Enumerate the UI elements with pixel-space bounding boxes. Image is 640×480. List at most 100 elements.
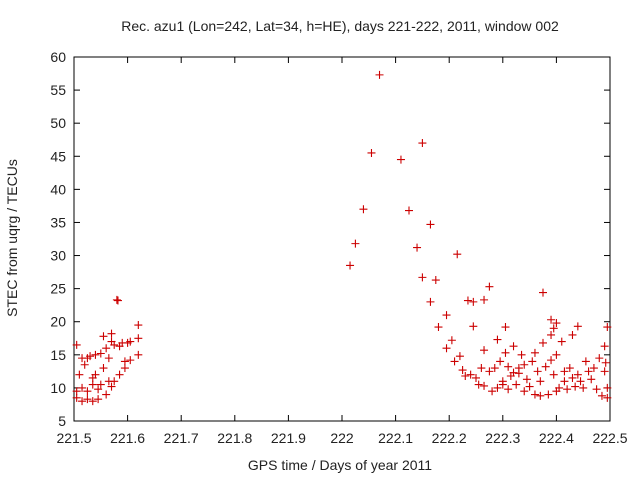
data-point: [539, 288, 547, 297]
x-tick-label: 221.6: [110, 430, 145, 446]
data-point: [555, 383, 564, 392]
data-point: [498, 377, 507, 386]
data-point: [485, 282, 494, 291]
data-point: [579, 383, 588, 392]
y-tick-label: 40: [50, 181, 66, 197]
x-tick-label: 222.1: [378, 430, 413, 446]
data-point: [418, 273, 427, 282]
data-point: [541, 362, 550, 371]
data-point: [134, 321, 143, 330]
data-point: [134, 334, 143, 343]
data-point: [480, 346, 489, 355]
data-point: [480, 381, 489, 390]
data-point: [418, 139, 427, 148]
data-point: [603, 383, 612, 392]
data-point: [78, 397, 87, 406]
data-point: [126, 356, 135, 365]
data-point: [565, 364, 574, 373]
x-tick-label: 222.2: [432, 430, 467, 446]
data-point: [426, 297, 435, 306]
data-point: [96, 349, 105, 358]
data-point: [96, 380, 105, 389]
data-point: [107, 382, 116, 391]
y-tick-label: 20: [50, 314, 66, 330]
data-point: [560, 367, 569, 376]
data-point: [405, 206, 413, 215]
data-point: [466, 370, 475, 379]
data-point: [560, 377, 569, 386]
x-tick-label: 221.5: [56, 430, 91, 446]
data-point: [600, 367, 609, 376]
data-point: [501, 323, 510, 332]
data-point: [595, 354, 604, 363]
data-point: [601, 358, 610, 367]
data-point: [517, 350, 526, 359]
x-tick-label: 222.4: [539, 430, 574, 446]
data-point: [88, 397, 97, 406]
data-point: [134, 350, 143, 359]
data-point: [520, 387, 529, 396]
y-tick-label: 30: [50, 248, 66, 264]
data-point: [576, 377, 585, 386]
data-point: [126, 337, 135, 346]
y-tick-label: 10: [50, 380, 66, 396]
data-point: [493, 335, 502, 344]
x-tick-label: 222.3: [485, 430, 520, 446]
data-point: [91, 370, 100, 379]
data-point: [549, 370, 558, 379]
data-point: [461, 371, 470, 380]
data-point: [573, 322, 582, 331]
data-point: [72, 393, 81, 402]
data-point: [75, 370, 84, 379]
data-point: [528, 357, 537, 366]
data-point: [603, 323, 612, 332]
data-point: [72, 340, 81, 349]
data-point: [509, 368, 518, 377]
data-points: [72, 70, 612, 406]
y-tick-label: 35: [50, 214, 66, 230]
data-point: [442, 344, 451, 353]
data-point: [557, 337, 566, 346]
y-tick-label: 55: [50, 82, 66, 98]
data-point: [450, 357, 459, 366]
data-point: [431, 276, 440, 285]
data-point: [480, 295, 489, 304]
data-point: [99, 364, 108, 373]
plot-area-frame: [73, 56, 611, 422]
axis-ticks: 221.5 221.6 221.7 221.8 221.9 222 222.1 222.2 22…: [50, 49, 627, 446]
data-point: [547, 330, 556, 339]
data-point: [83, 395, 92, 404]
data-point: [514, 369, 523, 378]
data-point: [474, 380, 483, 389]
data-point: [463, 296, 472, 305]
data-point: [453, 250, 462, 259]
data-point: [589, 364, 598, 373]
data-point: [94, 395, 103, 404]
data-point: [509, 342, 518, 351]
data-point: [592, 385, 601, 394]
x-axis-label: GPS time / Days of year 2011: [248, 457, 432, 473]
data-point: [490, 364, 499, 373]
data-point: [533, 367, 542, 376]
data-point: [99, 332, 108, 341]
data-point: [581, 357, 590, 366]
data-point: [367, 148, 376, 157]
data-point: [549, 324, 558, 333]
data-point: [442, 311, 451, 320]
data-point: [539, 338, 547, 347]
data-point: [375, 70, 384, 79]
data-point: [568, 330, 577, 339]
data-point: [359, 205, 368, 214]
data-point: [563, 385, 572, 394]
data-point: [477, 364, 486, 373]
data-point: [110, 340, 119, 349]
data-point: [396, 155, 405, 164]
data-point: [455, 352, 464, 361]
data-point: [485, 367, 494, 376]
data-point: [434, 323, 443, 332]
data-point: [91, 350, 100, 359]
data-point: [447, 336, 456, 345]
data-point: [547, 356, 556, 365]
data-point: [544, 390, 553, 399]
data-point: [351, 239, 360, 248]
